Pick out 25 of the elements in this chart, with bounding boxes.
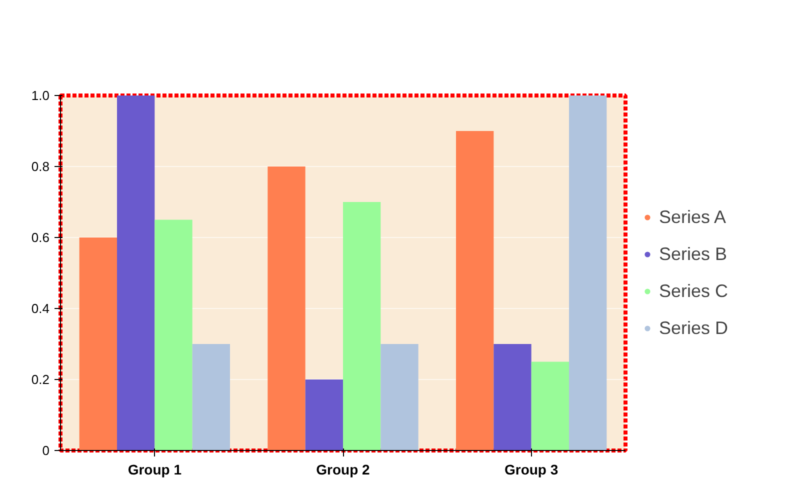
x-tick-label: Group 1	[128, 462, 182, 478]
bar	[192, 344, 230, 450]
bar	[494, 344, 532, 450]
y-tick-label: 1.0	[31, 88, 50, 103]
x-tick-label: Group 3	[504, 462, 558, 478]
y-tick-label: 0.8	[31, 159, 50, 174]
x-tick-label: Group 2	[316, 462, 370, 478]
bar	[268, 166, 306, 450]
y-tick-label: 0	[42, 443, 50, 458]
bar	[456, 131, 494, 450]
legend-label: Series B	[659, 244, 728, 264]
bar	[531, 362, 569, 450]
y-tick-label: 0.6	[31, 230, 50, 245]
legend-label: Series C	[659, 280, 728, 302]
bar	[343, 202, 381, 450]
bar	[154, 220, 192, 450]
y-tick-label: 0.2	[31, 372, 50, 387]
legend-label: Series D	[659, 318, 728, 338]
legend-label: Series A	[659, 206, 726, 228]
bar	[79, 238, 117, 450]
bar	[569, 96, 607, 450]
y-tick-label: 0.4	[31, 301, 50, 316]
bar	[305, 380, 343, 450]
bar	[117, 96, 155, 450]
bar	[380, 344, 418, 450]
